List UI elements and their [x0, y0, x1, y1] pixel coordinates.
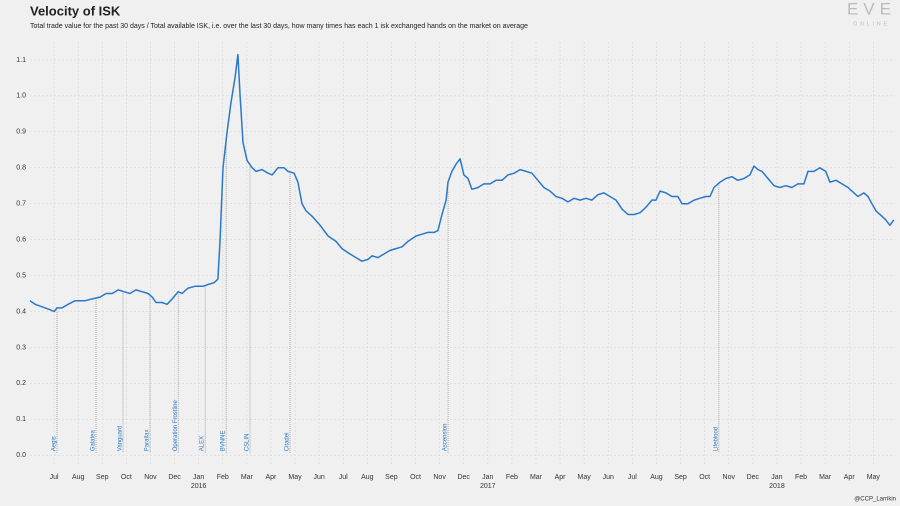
y-tick-label: 0.8 — [16, 165, 26, 172]
x-tick-label: Apr — [555, 474, 567, 481]
x-tick-label: Oct — [121, 474, 132, 481]
x-tick-label: Feb — [217, 474, 229, 481]
x-tick-label: Dec — [747, 474, 760, 481]
event-label: Parallax — [145, 430, 151, 452]
year-label: 2017 — [480, 483, 496, 490]
x-tick-label: May — [578, 474, 592, 481]
logo-sub: ONLINE — [853, 21, 890, 27]
credit: @CCP_Larrikin — [854, 497, 896, 503]
event-label: Lifeblood — [713, 427, 719, 451]
event-label: Ascension — [443, 424, 449, 452]
x-tick-label: Jan — [771, 474, 782, 481]
year-label: 2018 — [769, 483, 785, 490]
series-line — [29, 53, 895, 313]
y-tick-label: 0.9 — [16, 129, 26, 136]
x-tick-label: Aug — [650, 474, 663, 481]
x-tick-label: May — [288, 474, 302, 481]
event-label: Citadel — [285, 433, 291, 452]
event-label: CSLIN — [245, 434, 251, 452]
year-label: 2016 — [191, 483, 207, 490]
y-tick-label: 0.4 — [16, 308, 26, 315]
event-label: Vanguard — [118, 426, 124, 452]
x-tick-label: Mar — [241, 474, 254, 481]
x-tick-label: Jul — [628, 474, 637, 481]
y-tick-label: 0.7 — [16, 201, 26, 208]
y-tick-label: 1.0 — [16, 93, 26, 100]
x-tick-label: Jul — [339, 474, 348, 481]
x-tick-label: Jul — [50, 474, 59, 481]
x-tick-label: May — [867, 474, 881, 481]
x-tick-label: Sep — [96, 474, 109, 481]
x-tick-label: Mar — [819, 474, 832, 481]
x-tick-label: Jan — [482, 474, 493, 481]
y-tick-label: 0.6 — [16, 236, 26, 243]
chart-subtitle: Total trade value for the past 30 days /… — [30, 23, 528, 30]
x-tick-label: Nov — [723, 474, 736, 481]
y-tick-label: 0.3 — [16, 344, 26, 351]
y-tick-label: 0.2 — [16, 380, 26, 387]
y-tick-label: 0.1 — [16, 416, 26, 423]
x-tick-label: Feb — [506, 474, 518, 481]
x-tick-label: Jan — [193, 474, 204, 481]
x-tick-label: Jun — [603, 474, 614, 481]
y-tick-label: 1.1 — [16, 57, 26, 64]
x-tick-label: Sep — [385, 474, 398, 481]
x-tick-label: Aug — [361, 474, 374, 481]
event-label: Galatea — [91, 430, 97, 452]
x-tick-label: Dec — [168, 474, 181, 481]
x-tick-label: Apr — [265, 474, 277, 481]
y-tick-label: 0.5 — [16, 272, 26, 279]
event-label: Operation Frostline — [173, 400, 179, 452]
x-tick-label: Jun — [313, 474, 324, 481]
x-tick-label: Nov — [144, 474, 157, 481]
x-tick-label: Feb — [795, 474, 807, 481]
event-label: Aegis — [52, 436, 58, 451]
y-tick-label: 0.0 — [16, 452, 26, 459]
chart-title: Velocity of ISK — [30, 3, 121, 18]
x-tick-label: Apr — [844, 474, 856, 481]
x-tick-label: Nov — [433, 474, 446, 481]
x-tick-label: Dec — [457, 474, 470, 481]
x-tick-label: Aug — [72, 474, 85, 481]
x-tick-label: Mar — [530, 474, 543, 481]
x-tick-label: Sep — [674, 474, 687, 481]
x-tick-label: Oct — [699, 474, 710, 481]
logo: EVE — [847, 0, 896, 18]
event-label: BVNNE — [221, 431, 227, 452]
x-tick-label: Oct — [410, 474, 421, 481]
event-label: ALEX — [200, 436, 206, 451]
